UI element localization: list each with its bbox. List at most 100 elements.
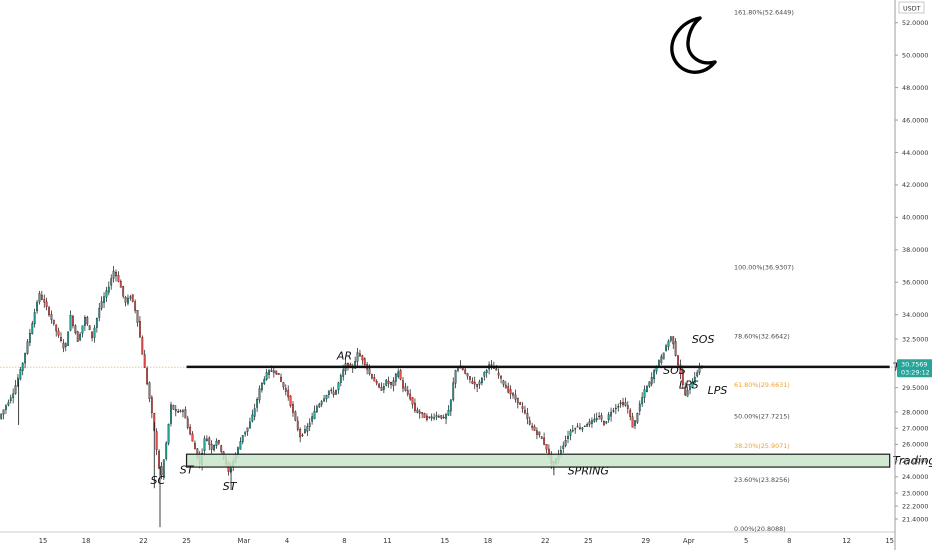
candle[interactable] [672, 336, 675, 349]
candle[interactable] [512, 392, 514, 399]
candle[interactable] [127, 294, 129, 306]
candle[interactable] [315, 404, 318, 413]
candle[interactable] [540, 436, 543, 439]
candle[interactable] [476, 383, 479, 392]
candle[interactable] [624, 397, 627, 407]
candle[interactable] [268, 369, 270, 379]
candle[interactable] [478, 379, 481, 389]
candle[interactable] [583, 425, 586, 427]
candle[interactable] [390, 381, 392, 389]
candle[interactable] [105, 286, 108, 302]
candle[interactable] [318, 402, 321, 408]
candle[interactable] [397, 368, 400, 379]
candle[interactable] [256, 397, 259, 412]
candle[interactable] [26, 338, 29, 355]
candle[interactable] [665, 343, 667, 352]
candle[interactable] [158, 449, 160, 469]
candle[interactable] [335, 389, 337, 396]
candle[interactable] [31, 320, 34, 335]
candle[interactable] [452, 377, 455, 402]
candle[interactable] [81, 325, 84, 338]
candle[interactable] [445, 412, 447, 425]
candle[interactable] [241, 435, 244, 445]
currency-badge[interactable] [898, 1, 925, 14]
candle[interactable] [98, 303, 101, 322]
candle[interactable] [213, 444, 215, 452]
candle[interactable] [433, 413, 436, 421]
candle[interactable] [284, 384, 287, 396]
candle[interactable] [339, 373, 342, 387]
candle[interactable] [394, 372, 397, 386]
candle[interactable] [325, 394, 328, 403]
candle[interactable] [684, 382, 687, 397]
candle[interactable] [387, 376, 390, 388]
candle[interactable] [217, 439, 220, 446]
candle[interactable] [299, 427, 302, 443]
candle[interactable] [272, 366, 275, 378]
candle[interactable] [122, 285, 125, 299]
candle[interactable] [545, 444, 548, 454]
candle[interactable] [619, 399, 622, 408]
candle[interactable] [610, 407, 612, 422]
y-axis[interactable]: 52.0000 50.0000 48.0000 46.0000 44.0000 42.00… [894, 0, 932, 550]
candle[interactable] [220, 444, 223, 454]
candle[interactable] [249, 417, 251, 429]
candle[interactable] [215, 438, 218, 449]
candle[interactable] [567, 430, 569, 444]
candle[interactable] [253, 403, 256, 421]
candle[interactable] [14, 380, 17, 395]
candle[interactable] [356, 347, 359, 367]
candle[interactable] [239, 437, 242, 450]
candle[interactable] [296, 416, 299, 432]
candle[interactable] [593, 413, 596, 423]
candle[interactable] [686, 386, 689, 397]
candle[interactable] [277, 372, 280, 376]
candle[interactable] [435, 411, 438, 421]
candle[interactable] [385, 378, 388, 387]
candle[interactable] [653, 368, 656, 384]
candle[interactable] [428, 416, 431, 419]
candle[interactable] [138, 316, 141, 338]
candle[interactable] [24, 352, 27, 369]
candle[interactable] [208, 436, 211, 451]
candle[interactable] [5, 404, 7, 414]
candle[interactable] [421, 412, 424, 419]
candle[interactable] [12, 388, 15, 404]
candle[interactable] [260, 382, 263, 393]
candle[interactable] [481, 376, 483, 386]
candle[interactable] [404, 382, 407, 392]
candle[interactable] [622, 397, 624, 408]
candle[interactable] [514, 389, 517, 403]
candle[interactable] [402, 376, 404, 393]
candle[interactable] [182, 408, 184, 418]
candle[interactable] [28, 328, 31, 347]
candle[interactable] [469, 376, 471, 384]
candle[interactable] [528, 416, 531, 426]
candle[interactable] [83, 315, 86, 331]
candle[interactable] [95, 317, 98, 333]
candle[interactable] [643, 385, 646, 404]
candle[interactable] [194, 440, 196, 450]
candle[interactable] [485, 368, 488, 378]
candle[interactable] [571, 425, 574, 433]
candle[interactable] [33, 308, 36, 328]
candle[interactable] [418, 409, 421, 419]
candle[interactable] [143, 349, 146, 368]
candle[interactable] [614, 403, 617, 415]
candle[interactable] [189, 424, 192, 436]
candle[interactable] [93, 324, 96, 343]
candle[interactable] [177, 408, 180, 413]
candle[interactable] [681, 366, 684, 389]
candle[interactable] [521, 402, 524, 413]
candle[interactable] [170, 401, 172, 427]
candlestick-series[interactable] [0, 266, 703, 528]
candle[interactable] [148, 381, 151, 403]
candle[interactable] [134, 299, 137, 314]
candle[interactable] [442, 414, 445, 419]
candle[interactable] [330, 387, 333, 394]
candle[interactable] [533, 424, 536, 431]
candle[interactable] [320, 400, 323, 408]
candle[interactable] [246, 427, 249, 436]
candle[interactable] [631, 412, 634, 428]
candle[interactable] [287, 385, 290, 401]
